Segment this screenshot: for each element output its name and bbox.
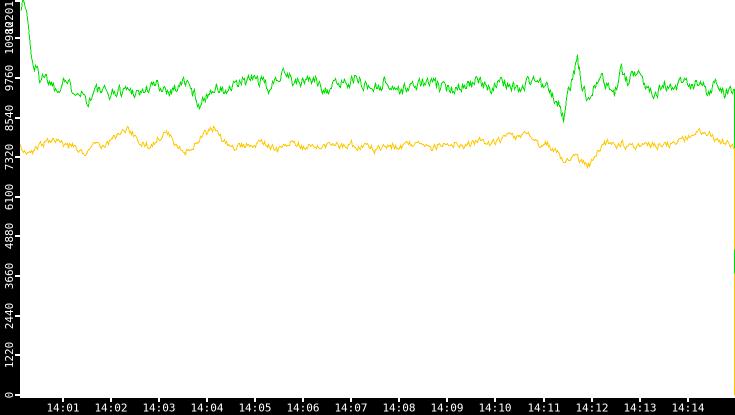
x-axis-tick (206, 398, 208, 402)
y-axis-tick (15, 0, 20, 2)
x-tick-label: 14:08 (382, 402, 415, 415)
y-axis-band (0, 0, 20, 415)
x-axis-tick (254, 398, 256, 402)
y-axis-labels: 0 1220 2440 3660 4880 6100 7320 8540 9760 1098012… (3, 1, 16, 398)
x-tick-label: 14:05 (238, 402, 271, 415)
x-axis-tick (591, 398, 593, 402)
y-axis-tick (15, 37, 20, 39)
x-tick-label: 14:03 (142, 402, 175, 415)
y-tick-label: 7320 (3, 144, 16, 171)
x-axis-tick (687, 398, 689, 402)
y-axis-tick (15, 77, 20, 79)
x-tick-label: 14:04 (190, 402, 223, 415)
x-axis-ticks (62, 398, 689, 402)
x-axis-tick (110, 398, 112, 402)
x-tick-label: 14:14 (671, 402, 704, 415)
x-axis-tick (446, 398, 448, 402)
x-axis-band (0, 398, 735, 415)
y-axis-tick (15, 156, 20, 158)
x-tick-label: 14:12 (575, 402, 608, 415)
x-axis-tick (398, 398, 400, 402)
x-axis-tick (639, 398, 641, 402)
y-tick-label: 4880 (3, 223, 16, 250)
x-tick-label: 14:07 (334, 402, 367, 415)
y-axis-tick (15, 196, 20, 198)
y-tick-label: 10980 (3, 21, 16, 54)
y-tick-label: 8540 (3, 105, 16, 132)
x-axis-tick (543, 398, 545, 402)
x-axis-labels: 14:01 14:02 14:03 14:04 14:05 14:06 14:07 14:08… (46, 402, 704, 415)
y-axis-tick (15, 354, 20, 356)
x-axis-tick (350, 398, 352, 402)
y-axis-tick (15, 117, 20, 119)
y-axis-tick (15, 235, 20, 237)
x-axis-tick (62, 398, 64, 402)
y-tick-label: 0 (3, 392, 16, 399)
x-tick-label: 14:01 (46, 402, 79, 415)
x-tick-label: 14:09 (430, 402, 463, 415)
x-axis-tick (158, 398, 160, 402)
green-series-line (20, 0, 735, 396)
y-axis-tick (15, 394, 20, 396)
y-tick-label: 9760 (3, 65, 16, 92)
y-tick-label: 3660 (3, 263, 16, 290)
y-axis-tick (15, 315, 20, 317)
y-axis-ticks (15, 0, 20, 396)
y-axis-tick (15, 275, 20, 277)
x-tick-label: 14:02 (94, 402, 127, 415)
y-tick-label: 1220 (3, 342, 16, 369)
yellow-series-line (20, 125, 735, 396)
x-axis-tick (494, 398, 496, 402)
x-axis-tick (302, 398, 304, 402)
y-tick-label: 12201 (3, 1, 16, 34)
x-tick-label: 14:11 (527, 402, 560, 415)
y-tick-label: 6100 (3, 184, 16, 211)
y-tick-label: 2440 (3, 303, 16, 330)
x-tick-label: 14:13 (623, 402, 656, 415)
x-tick-label: 14:06 (286, 402, 319, 415)
x-tick-label: 14:10 (478, 402, 511, 415)
